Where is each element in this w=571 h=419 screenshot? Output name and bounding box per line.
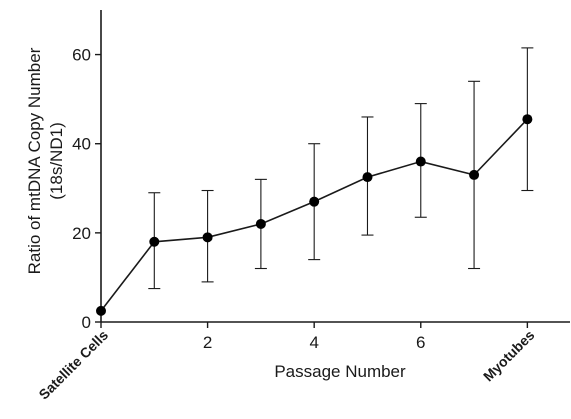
category-label: Myotubes xyxy=(480,327,538,385)
data-point xyxy=(96,305,106,316)
error-bars xyxy=(148,47,534,290)
markers xyxy=(96,114,533,316)
y-axis-title-line1: Ratio of mtDNA Copy Number xyxy=(25,47,44,274)
x-tick-label: 2 xyxy=(203,333,212,352)
data-point xyxy=(415,156,426,167)
y-tick-label: 0 xyxy=(82,313,91,332)
data-point xyxy=(255,218,266,229)
y-tick-label: 40 xyxy=(72,135,91,154)
data-point xyxy=(469,169,480,180)
data-point xyxy=(522,114,533,125)
x-axis-title: Passage Number xyxy=(274,362,406,381)
ticks xyxy=(95,53,529,328)
axes xyxy=(100,10,570,323)
y-axis-title-line2: (18s/ND1) xyxy=(47,122,66,199)
data-point xyxy=(309,196,320,207)
x-tick-label: 4 xyxy=(309,333,318,352)
category-label: Satellite Cells xyxy=(35,327,111,403)
data-point xyxy=(149,236,160,247)
x-tick-label: 6 xyxy=(416,333,425,352)
tick-labels: 0 20 40 60 2 4 6 Satellite Cells Myotubes xyxy=(35,46,537,403)
data-point xyxy=(362,172,373,183)
data-point xyxy=(202,232,213,243)
y-tick-label: 20 xyxy=(72,224,91,243)
y-tick-label: 60 xyxy=(72,46,91,65)
